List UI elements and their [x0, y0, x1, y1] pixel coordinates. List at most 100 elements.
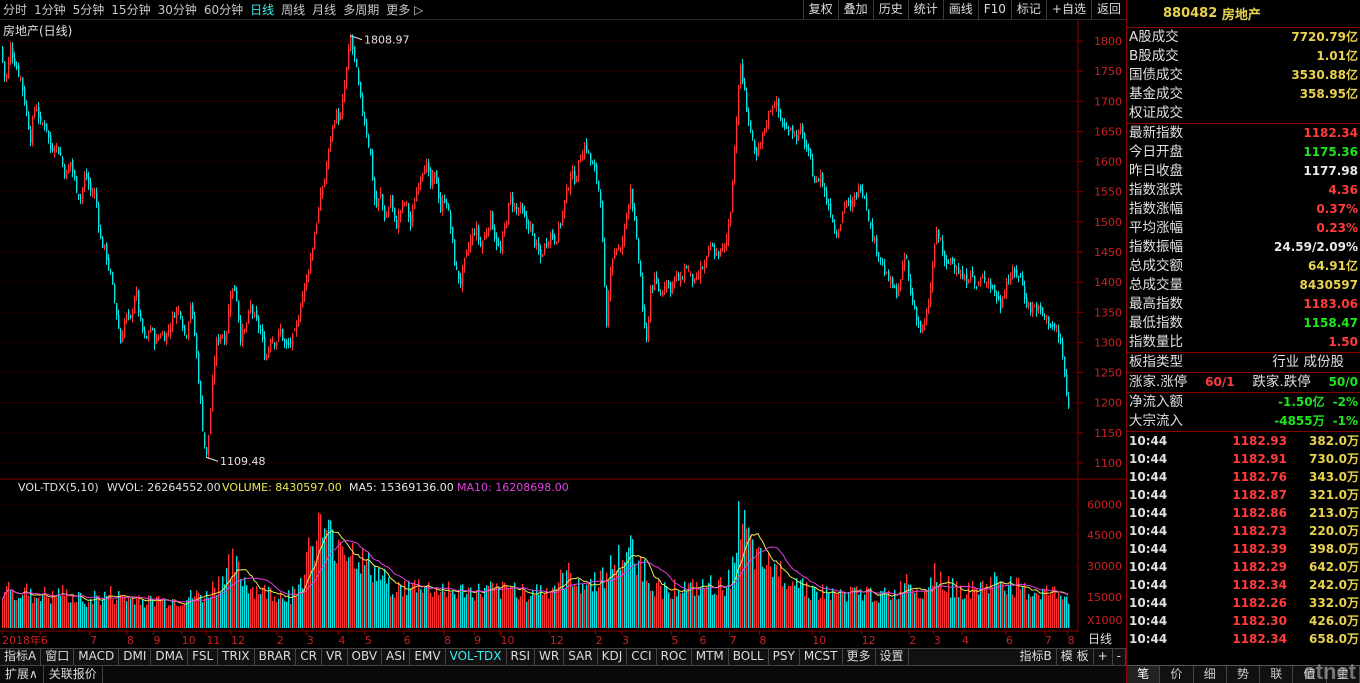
volume-bar	[766, 565, 768, 628]
candle-body	[418, 187, 420, 191]
toolbar-button[interactable]: 返回	[1090, 0, 1126, 20]
period-tab[interactable]: 周线	[281, 3, 306, 17]
indicator-tab[interactable]: CR	[296, 649, 322, 665]
indicator-tab[interactable]: SAR	[564, 649, 598, 665]
toolbar-button[interactable]: 复权	[802, 0, 838, 20]
sidebar-tab[interactable]: 细	[1194, 666, 1227, 683]
volume-bar	[318, 512, 320, 628]
sidebar-tab[interactable]: 主	[1327, 666, 1360, 683]
volume-bar	[776, 565, 778, 628]
indicator-control[interactable]: 模 板	[1057, 649, 1094, 665]
sidebar-tab[interactable]: 联	[1260, 666, 1294, 683]
volume-bar	[628, 547, 630, 628]
tick-row[interactable]: 10:44 1182.87 321.0万	[1127, 486, 1360, 504]
indicator-tab[interactable]: MTM	[692, 649, 729, 665]
indicator-tab[interactable]: DMI	[119, 649, 152, 665]
indicator-tab[interactable]: FSL	[188, 649, 219, 665]
volume-bar	[436, 587, 438, 628]
date-tick-label: 10	[500, 634, 514, 647]
indicator-tab[interactable]: BOLL	[729, 649, 769, 665]
toolbar-button[interactable]: 画线	[942, 0, 978, 20]
indicator-tab[interactable]: DMA	[151, 649, 189, 665]
volume-bar	[988, 593, 990, 628]
period-tab[interactable]: 更多 ▷	[386, 3, 424, 17]
tick-row[interactable]: 10:44 1182.93 382.0万	[1127, 432, 1360, 450]
sidebar-tab[interactable]: 势	[1227, 666, 1261, 683]
tick-row[interactable]: 10:44 1182.39 398.0万	[1127, 540, 1360, 558]
volume-bar	[304, 574, 306, 628]
volume-bar	[970, 598, 972, 628]
candle-body	[880, 257, 882, 260]
period-tab[interactable]: 60分钟	[203, 3, 244, 17]
candle-body	[816, 179, 818, 182]
bottom-bar-button[interactable]: 关联报价	[44, 666, 103, 683]
indicator-tab[interactable]: KDJ	[598, 649, 628, 665]
toolbar-button[interactable]: 标记	[1010, 0, 1046, 20]
toolbar-button[interactable]: F10	[977, 0, 1011, 20]
indicator-control[interactable]: 指标B	[1016, 649, 1057, 665]
volume-bar	[442, 583, 444, 628]
indicator-control[interactable]: +	[1094, 649, 1113, 665]
candle-body	[742, 63, 744, 82]
indicator-tab[interactable]: ASI	[382, 649, 411, 665]
toolbar-button[interactable]: +自选	[1045, 0, 1091, 20]
tick-row[interactable]: 10:44 1182.76 343.0万	[1127, 468, 1360, 486]
period-tab[interactable]: 1分钟	[34, 3, 66, 17]
tick-row[interactable]: 10:44 1182.34 242.0万	[1127, 576, 1360, 594]
indicator-tab[interactable]: OBV	[348, 649, 383, 665]
tick-row[interactable]: 10:44 1182.26 332.0万	[1127, 594, 1360, 612]
toolbar-button[interactable]: 叠加	[837, 0, 873, 20]
toolbar-button[interactable]: 统计	[907, 0, 943, 20]
candle-body	[412, 209, 414, 223]
period-tab[interactable]: 月线	[312, 3, 337, 17]
index-name: 房地产	[1221, 8, 1261, 23]
period-tab[interactable]: 5分钟	[72, 3, 105, 17]
indicator-tab[interactable]: VOL-TDX	[446, 649, 507, 665]
tick-row[interactable]: 10:44 1182.86 213.0万	[1127, 504, 1360, 522]
sidebar-tab[interactable]: 价	[1160, 666, 1194, 683]
period-tab[interactable]: 日线	[250, 3, 275, 17]
indicator-tab[interactable]: 更多	[843, 649, 876, 665]
indicator-tab[interactable]: BRAR	[255, 649, 297, 665]
volume-bar	[468, 587, 470, 628]
period-tab[interactable]: 分时	[3, 3, 28, 17]
indicator-tab[interactable]: WR	[535, 649, 565, 665]
indicator-tab[interactable]: EMV	[410, 649, 446, 665]
tick-row[interactable]: 10:44 1182.91 730.0万	[1127, 450, 1360, 468]
kline-chart-area[interactable]: 1800 1750 1700 1650 1600 1550 1500 1450 1400 1350…	[0, 20, 1126, 650]
volume-bar	[584, 589, 586, 628]
tick-row[interactable]: 10:44 1182.30 426.0万	[1127, 612, 1360, 630]
sidebar-tab[interactable]: 值	[1293, 666, 1327, 683]
indicator-tab[interactable]: MACD	[74, 649, 120, 665]
tick-row[interactable]: 10:44 1182.73 220.0万	[1127, 522, 1360, 540]
indicator-tab[interactable]: RSI	[507, 649, 536, 665]
tick-list[interactable]: 10:44 1182.93 382.0万 10:44 1182.91 730.0万 10:4…	[1127, 432, 1360, 648]
indicator-tab[interactable]: MCST	[800, 649, 843, 665]
volume-bar	[558, 582, 560, 628]
indicator-tab[interactable]: VR	[322, 649, 348, 665]
volume-bar	[726, 587, 728, 628]
sidebar-tab[interactable]: 笔	[1127, 666, 1161, 683]
candle-body	[402, 202, 404, 209]
indicator-tab[interactable]: ROC	[657, 649, 692, 665]
tick-row[interactable]: 10:44 1182.34 658.0万	[1127, 630, 1360, 648]
tick-row[interactable]: 10:44 1182.29 642.0万	[1127, 558, 1360, 576]
volume-bar	[274, 596, 276, 628]
volume-bar	[938, 586, 940, 628]
candle-body	[28, 113, 30, 130]
indicator-control[interactable]: -	[1113, 649, 1126, 665]
toolbar-button[interactable]: 历史	[872, 0, 908, 20]
volume-tick-label: 60000	[1087, 498, 1122, 511]
period-tab[interactable]: 15分钟	[111, 3, 151, 17]
indicator-tab[interactable]: PSY	[769, 649, 800, 665]
candle-body	[380, 192, 382, 198]
candle-body	[692, 273, 694, 283]
indicator-tab[interactable]: TRIX	[218, 649, 255, 665]
indicator-tab[interactable]: CCI	[627, 649, 657, 665]
indicator-tab[interactable]: 指标A	[0, 649, 42, 665]
indicator-tab[interactable]: 设置	[876, 649, 909, 665]
period-tab[interactable]: 多周期	[343, 3, 380, 17]
bottom-bar-button[interactable]: 扩展∧	[0, 666, 44, 683]
indicator-tab[interactable]: 窗口	[41, 649, 75, 665]
period-tab[interactable]: 30分钟	[157, 3, 197, 17]
